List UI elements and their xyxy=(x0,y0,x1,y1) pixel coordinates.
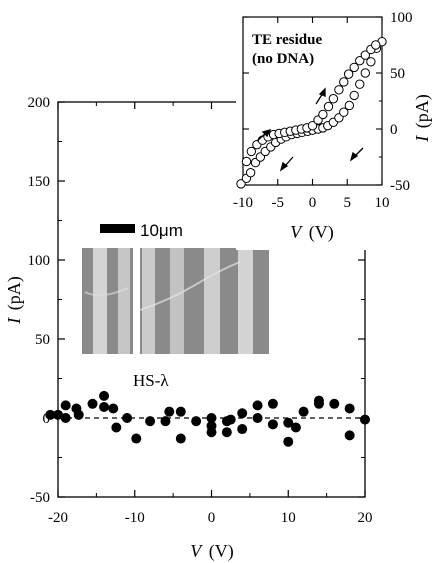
inset-data-point xyxy=(371,40,381,50)
inset-data-points xyxy=(236,36,387,189)
inset-title-line2: (no DNA) xyxy=(252,51,314,67)
inset-data-point xyxy=(366,57,376,67)
inset-y-tick-label: 50 xyxy=(390,66,405,82)
inset-y-tick-label: 0 xyxy=(390,122,398,138)
inset-y-axis-label: I (pA) xyxy=(412,94,433,143)
main-data-point xyxy=(111,422,122,433)
main-data-point xyxy=(283,417,294,428)
main-x-tick-label: -20 xyxy=(48,510,68,526)
sample-annotation: HS-λ xyxy=(133,371,169,390)
main-data-point xyxy=(108,403,119,414)
main-data-point xyxy=(252,413,263,423)
main-data-point xyxy=(131,433,142,444)
main-data-point xyxy=(145,416,156,427)
main-data-point xyxy=(175,433,186,444)
inset-data-point xyxy=(245,167,256,178)
main-data-point xyxy=(344,430,355,441)
main-data-point xyxy=(122,413,133,423)
inset-data-point xyxy=(339,107,349,117)
inset-x-tick-label: -5 xyxy=(272,195,285,211)
inset-data-point xyxy=(360,50,371,60)
main-data-point xyxy=(267,398,278,409)
inset-data-point xyxy=(355,55,365,66)
main-data-point xyxy=(45,409,56,420)
main-y-tick-label: 200 xyxy=(28,95,51,111)
inset-data-point xyxy=(360,68,371,78)
main-data-point xyxy=(60,413,71,423)
inset-data-point xyxy=(328,94,339,104)
main-data-point xyxy=(329,398,340,409)
main-x-tick-label: -10 xyxy=(125,510,145,526)
inset-x-axis-label: V (V) xyxy=(290,222,334,243)
inset-data-point xyxy=(236,179,246,189)
main-data-point xyxy=(60,400,71,411)
main-data-point xyxy=(206,413,217,423)
inset-title-line1: TE residue xyxy=(252,32,322,48)
main-data-point xyxy=(283,436,294,447)
main-y-tick-label: -50 xyxy=(30,490,50,506)
main-x-tick-label: 0 xyxy=(208,510,216,526)
inset-y-tick-label: 100 xyxy=(390,10,413,26)
main-y-tick-label: 150 xyxy=(28,174,51,190)
main-data-point xyxy=(164,406,175,417)
inset-x-tick-label: 0 xyxy=(309,195,317,211)
main-data-point xyxy=(252,400,263,411)
main-data-point xyxy=(237,408,248,419)
inset-data-point xyxy=(318,109,328,120)
main-data-point xyxy=(87,398,98,409)
main-data-point xyxy=(175,406,186,417)
main-data-point xyxy=(313,398,324,409)
scale-bar xyxy=(100,224,135,233)
inset-x-tick-label: -10 xyxy=(233,195,253,211)
inset-x-tick-label: 5 xyxy=(344,195,352,211)
inset-data-point xyxy=(323,101,334,112)
inset-y-tick-label: -50 xyxy=(390,178,410,194)
inset-background xyxy=(236,4,435,250)
hysteresis-arrows xyxy=(256,87,364,172)
main-data-point xyxy=(360,414,370,425)
main-data-point xyxy=(290,422,301,433)
inset-data-point xyxy=(246,146,257,157)
main-y-tick-label: 0 xyxy=(43,411,51,427)
main-x-tick-label: 20 xyxy=(358,510,373,526)
main-data-point xyxy=(99,401,110,412)
inset-data-point xyxy=(241,156,252,167)
main-data-point xyxy=(237,424,248,435)
main-data-points xyxy=(45,390,370,447)
main-data-point xyxy=(344,403,355,414)
main-data-point xyxy=(221,427,232,438)
inset-data-point xyxy=(344,100,355,111)
main-data-point xyxy=(267,419,278,430)
main-data-point xyxy=(225,414,236,425)
inset-x-tick-label: 10 xyxy=(375,195,390,211)
main-data-point xyxy=(53,409,63,420)
inset-data-point xyxy=(343,69,354,79)
scale-bar-label: 10μm xyxy=(140,221,183,240)
main-data-point xyxy=(191,416,202,427)
main-y-tick-label: 50 xyxy=(35,332,50,348)
inset-data-point xyxy=(334,85,344,95)
inset-data-point xyxy=(307,120,318,131)
main-data-point xyxy=(206,427,217,438)
main-x-tick-label: 10 xyxy=(281,510,296,526)
inset-data-point xyxy=(349,90,359,101)
inset-data-point xyxy=(339,77,349,87)
main-data-point xyxy=(160,416,171,427)
main-data-point xyxy=(298,406,309,417)
main-y-tick-label: 100 xyxy=(28,253,51,269)
inset-data-point xyxy=(355,79,365,89)
main-y-axis-label: I (pA) xyxy=(4,276,25,325)
micrograph-image xyxy=(82,248,269,354)
main-data-point xyxy=(73,409,84,420)
main-x-axis-label: V (V) xyxy=(190,541,234,562)
main-data-point xyxy=(99,390,110,401)
inset-data-point xyxy=(349,62,359,73)
